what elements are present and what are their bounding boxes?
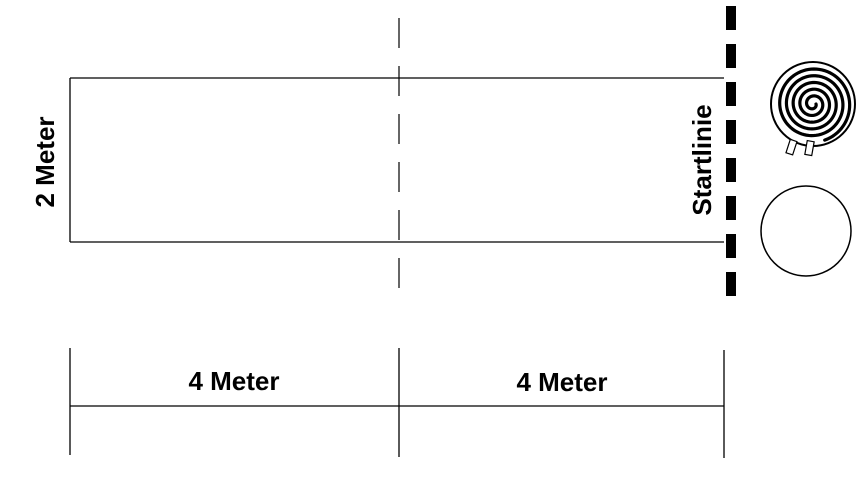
coiled-rope-icon bbox=[770, 61, 856, 157]
dimension-bar bbox=[69, 348, 725, 458]
segment-right-label: 4 Meter bbox=[516, 367, 607, 397]
playing-field bbox=[69, 77, 724, 243]
width-label: 2 Meter bbox=[30, 116, 60, 207]
segment-left-label: 4 Meter bbox=[188, 366, 279, 396]
circle-icon bbox=[760, 185, 852, 277]
start-line-label: Startlinie bbox=[687, 104, 717, 215]
